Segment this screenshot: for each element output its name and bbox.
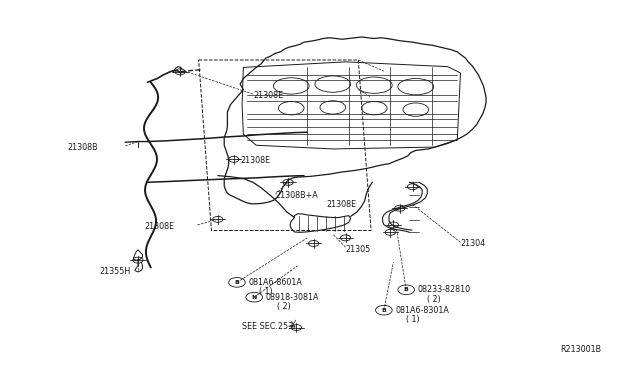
Text: 081A6-8601A: 081A6-8601A	[248, 278, 302, 287]
Text: B: B	[404, 287, 409, 292]
Text: 21355H: 21355H	[100, 267, 131, 276]
Text: 08918-3081A: 08918-3081A	[266, 293, 319, 302]
Text: ( 2): ( 2)	[428, 295, 441, 304]
Text: 21308E: 21308E	[326, 200, 356, 209]
Text: R213001B: R213001B	[560, 344, 601, 353]
Text: SEE SEC.253: SEE SEC.253	[242, 322, 293, 331]
Text: 21308E: 21308E	[240, 155, 270, 164]
Text: 081A6-8301A: 081A6-8301A	[396, 306, 449, 315]
Text: ( 1): ( 1)	[259, 287, 273, 296]
Text: B: B	[381, 308, 387, 312]
Text: N: N	[252, 295, 257, 300]
Text: 21308E: 21308E	[145, 222, 175, 231]
Text: 21304: 21304	[461, 239, 486, 248]
Text: B: B	[234, 280, 239, 285]
Text: ( 2): ( 2)	[276, 302, 291, 311]
Text: 08233-82810: 08233-82810	[417, 285, 470, 294]
Text: ( 1): ( 1)	[406, 315, 420, 324]
Text: 21308E: 21308E	[253, 91, 283, 100]
Text: 21305: 21305	[346, 244, 371, 253]
Text: 21308B: 21308B	[68, 142, 99, 151]
Text: 21308B+A: 21308B+A	[275, 191, 318, 200]
